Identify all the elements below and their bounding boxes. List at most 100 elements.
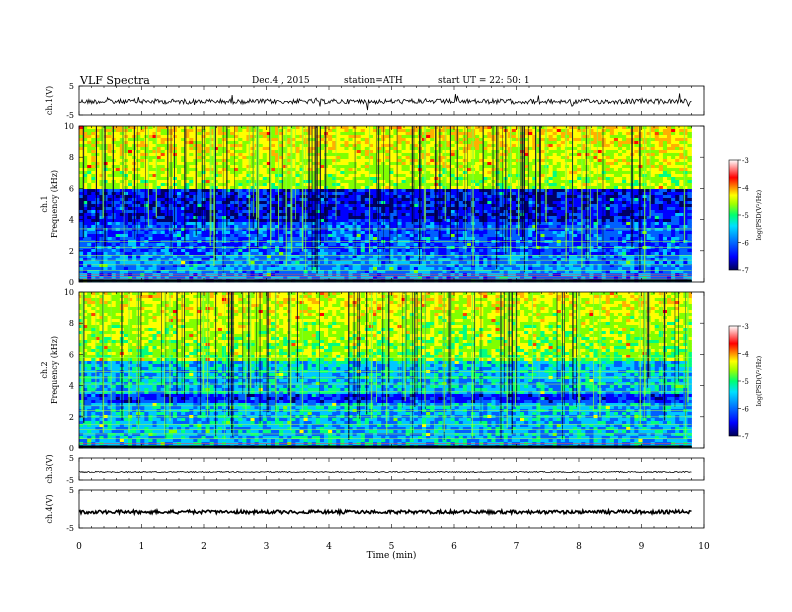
- spectrogram-cell: [311, 204, 317, 208]
- spectrogram-cell: [307, 126, 313, 130]
- spectrogram-cell: [397, 219, 402, 223]
- spectrogram-cell: [466, 159, 472, 163]
- spectrogram-cell: [221, 198, 227, 202]
- spectrogram-cell: [479, 207, 484, 211]
- spectrogram-cell: [99, 222, 104, 226]
- spectrogram-cell: [160, 135, 166, 139]
- spectrogram-cell: [242, 162, 247, 166]
- spectrogram-cell: [487, 156, 492, 160]
- spectrogram-cell: [246, 177, 251, 181]
- spectrogram-cell: [417, 213, 423, 217]
- spectrogram-cell: [385, 162, 390, 166]
- spectrogram-cell: [181, 138, 186, 142]
- spectrogram-cell: [511, 153, 517, 157]
- spectrogram-cell: [540, 153, 545, 157]
- spectrogram-cell: [458, 180, 464, 184]
- spectrogram-cell: [609, 129, 615, 133]
- spectrogram-cell: [364, 189, 370, 193]
- spectrogram-cell: [569, 201, 574, 205]
- spectrogram-cell: [389, 204, 394, 208]
- spectrogram-cell: [589, 210, 594, 214]
- spectrogram-cell: [679, 138, 684, 142]
- spectrogram-cell: [499, 171, 505, 175]
- spectrogram-cell: [466, 147, 472, 151]
- spectrogram-cell: [650, 177, 656, 181]
- spectrogram-cell: [340, 195, 345, 199]
- spectrogram-cell: [377, 174, 382, 178]
- spectrogram-cell: [658, 156, 664, 160]
- spectrogram-cell: [646, 180, 652, 184]
- spectrogram-cell: [148, 156, 153, 160]
- spectrogram-cell: [95, 171, 100, 175]
- spectrogram-cell: [258, 126, 264, 130]
- spectrogram-cell: [540, 216, 545, 220]
- spectrogram-cell: [667, 189, 672, 193]
- spectrogram-cell: [483, 153, 488, 157]
- spectrogram-cell: [115, 210, 121, 214]
- spectrogram-cell: [397, 192, 402, 196]
- spectrogram-cell: [540, 213, 545, 217]
- spectrogram-cell: [426, 186, 431, 190]
- spectrogram-cell: [446, 153, 451, 157]
- spectrogram-cell: [185, 126, 190, 130]
- spectrogram-cell: [389, 207, 394, 211]
- spectrogram-cell: [140, 168, 145, 172]
- spectrogram-cell: [479, 210, 484, 214]
- spectrogram-cell: [99, 207, 104, 211]
- spectrogram-cell: [356, 204, 362, 208]
- spectrogram-cell: [270, 168, 276, 172]
- spectrogram-cell: [687, 213, 692, 217]
- spectrogram-cell: [123, 186, 129, 190]
- spectrogram-cell: [299, 144, 304, 148]
- spectrogram-cell: [536, 219, 541, 223]
- spectrogram-cell: [466, 168, 472, 172]
- spectrogram-cell: [266, 192, 272, 196]
- spectrogram-cell: [209, 207, 215, 211]
- spectrogram-cell: [609, 141, 615, 145]
- spectrogram-cell: [181, 195, 186, 199]
- spectrogram-cell: [368, 135, 374, 139]
- spectrogram-cell: [442, 144, 447, 148]
- spectrogram-cell: [315, 201, 321, 205]
- spectrogram-cell: [487, 165, 492, 169]
- spectrogram-cell: [193, 144, 198, 148]
- spectrogram-cell: [193, 180, 198, 184]
- spectrogram-cell: [246, 159, 251, 163]
- spectrogram-cell: [136, 153, 141, 157]
- spectrogram-cell: [209, 159, 215, 163]
- spectrogram-cell: [148, 210, 153, 214]
- spectrogram-cell: [136, 162, 141, 166]
- spectrogram-cell: [79, 156, 84, 160]
- spectrogram-cell: [626, 207, 631, 211]
- spectrogram-cell: [438, 132, 443, 136]
- spectrogram-cell: [556, 201, 562, 205]
- spectrogram-cell: [270, 189, 276, 193]
- spectrogram-cell: [475, 213, 480, 217]
- spectrogram-cell: [344, 195, 349, 199]
- spectrogram-cell: [266, 216, 272, 220]
- spectrogram-cell: [270, 210, 276, 214]
- spectrogram-cell: [258, 216, 264, 220]
- spectrogram-cell: [99, 183, 104, 187]
- spectrogram-cell: [185, 183, 190, 187]
- spectrogram-cell: [679, 141, 684, 145]
- spectrogram-cell: [450, 162, 456, 166]
- spectrogram-cell: [356, 132, 362, 136]
- spectrogram-cell: [99, 165, 104, 169]
- spectrogram-cell: [524, 207, 529, 211]
- spectrogram-cell: [646, 153, 652, 157]
- spectrogram-cell: [373, 186, 378, 190]
- spectrogram-cell: [479, 195, 484, 199]
- spectrogram-cell: [658, 144, 664, 148]
- spectrogram-cell: [328, 216, 333, 220]
- spectrogram-cell: [626, 144, 631, 148]
- spectrogram-cell: [99, 168, 104, 172]
- spectrogram-cell: [226, 144, 231, 148]
- spectrogram-cell: [373, 171, 378, 175]
- spectrogram-cell: [413, 141, 419, 145]
- spectrogram-cell: [197, 210, 202, 214]
- spectrogram-cell: [295, 147, 300, 151]
- spectrogram-cell: [475, 159, 480, 163]
- spectrogram-cell: [234, 189, 239, 193]
- spectrogram-cell: [348, 153, 353, 157]
